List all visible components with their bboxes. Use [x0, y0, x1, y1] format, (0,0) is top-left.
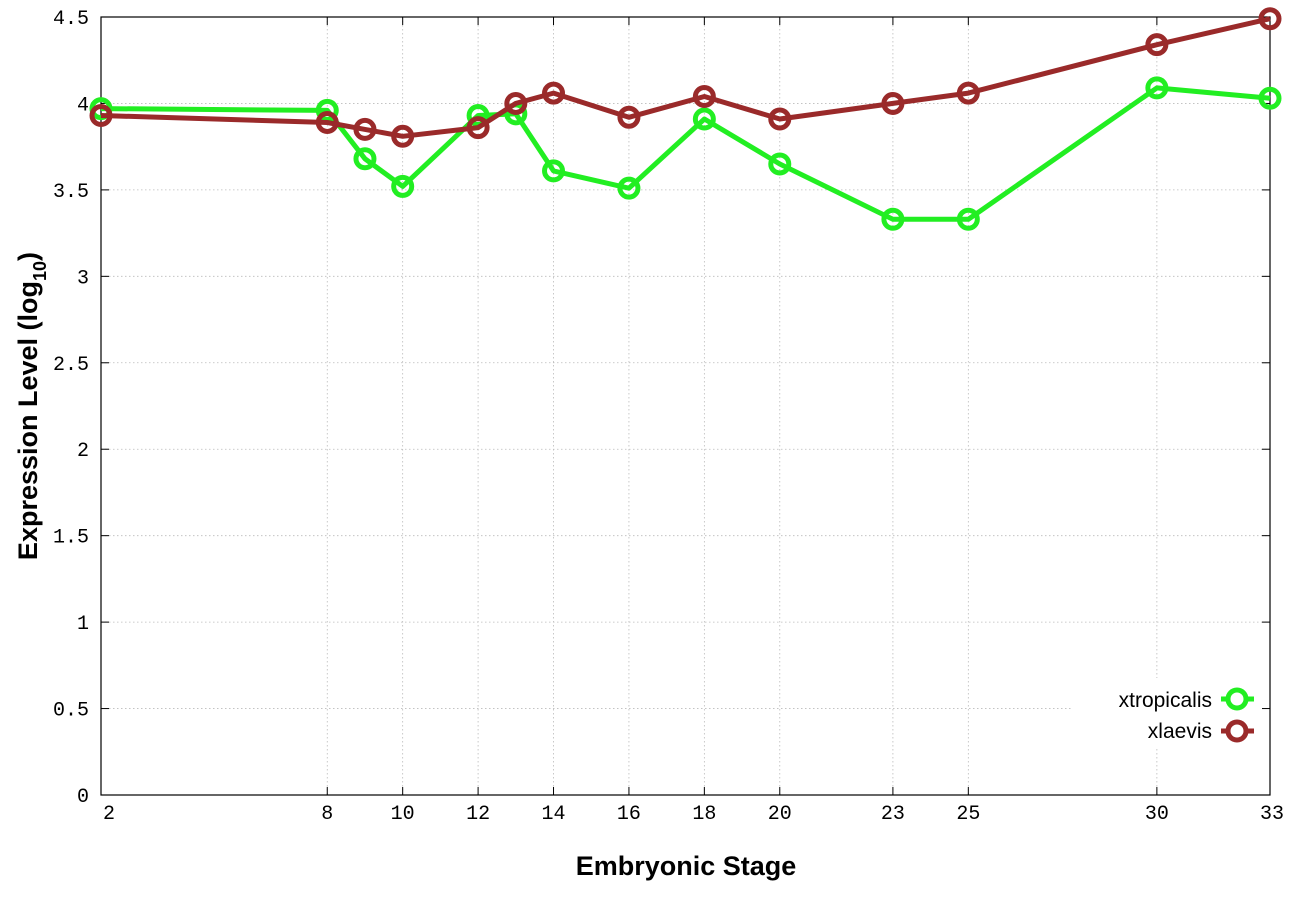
- y-axis-title-subscript: 10: [30, 261, 50, 281]
- legend-swatch-xtropicalis-marker: [1225, 687, 1249, 711]
- data-point-xlaevis: [768, 107, 792, 131]
- data-point-xlaevis: [391, 124, 415, 148]
- series-lines: [89, 7, 1282, 231]
- legend-label-xlaevis: xlaevis: [1148, 720, 1212, 743]
- data-point-xlaevis: [89, 104, 113, 128]
- data-point-xlaevis: [353, 117, 377, 141]
- x-axis-title: Embryonic Stage: [576, 851, 797, 881]
- data-point-xtropicalis: [617, 176, 641, 200]
- y-tick-label: 2.5: [53, 354, 89, 377]
- data-point-xtropicalis: [1145, 76, 1169, 100]
- data-point-xlaevis: [692, 85, 716, 109]
- y-axis-title-main: Expression Level (log: [13, 281, 43, 560]
- x-tick-label: 10: [391, 803, 415, 826]
- data-point-xlaevis: [315, 110, 339, 134]
- data-point-xtropicalis: [956, 207, 980, 231]
- y-tick-label: 4: [77, 94, 89, 117]
- data-point-xtropicalis: [542, 159, 566, 183]
- x-tick-labels: 2 8 10 12 14 16 18 20 23 25 30 33: [103, 803, 1284, 826]
- data-point-xlaevis: [466, 116, 490, 140]
- y-tick-label: 3.5: [53, 181, 89, 204]
- x-tick-label: 12: [466, 803, 490, 826]
- y-tick-label: 1.5: [53, 527, 89, 550]
- data-point-xtropicalis: [315, 98, 339, 122]
- x-tick-label: 8: [321, 803, 333, 826]
- x-tick-label: 18: [692, 803, 716, 826]
- legend-label-xtropicalis: xtropicalis: [1119, 689, 1212, 712]
- y-tick-label: 3: [77, 267, 89, 290]
- data-point-xlaevis: [956, 81, 980, 105]
- x-tick-label: 33: [1260, 803, 1284, 826]
- series-line-xlaevis: [100, 16, 1271, 139]
- y-axis-title: Expression Level (log10): [13, 252, 50, 560]
- y-tick-label: 2: [77, 440, 89, 463]
- plot-frame: [100, 16, 1271, 796]
- x-tick-label: 25: [956, 803, 980, 826]
- data-point-xlaevis: [504, 91, 528, 115]
- y-tick-label: 0.5: [53, 700, 89, 723]
- axis-ticks: [100, 16, 1271, 796]
- x-tick-label: 16: [617, 803, 641, 826]
- data-point-xtropicalis: [768, 152, 792, 176]
- y-tick-labels: 0 0.5 1 1.5 2 2.5 3 3.5 4 4.5: [53, 8, 89, 809]
- data-point-xlaevis: [542, 81, 566, 105]
- x-tick-label: 30: [1145, 803, 1169, 826]
- y-axis-title-suffix: ): [13, 252, 43, 261]
- data-point-xlaevis: [1145, 33, 1169, 57]
- data-point-xlaevis: [881, 91, 905, 115]
- x-tick-label: 2: [103, 803, 115, 826]
- x-tick-label: 14: [542, 803, 566, 826]
- data-point-xtropicalis: [692, 107, 716, 131]
- data-point-xtropicalis: [466, 104, 490, 128]
- data-point-xlaevis: [617, 105, 641, 129]
- data-point-xtropicalis: [391, 174, 415, 198]
- data-point-xtropicalis: [353, 147, 377, 171]
- series-xlaevis: [89, 7, 1282, 148]
- data-point-xtropicalis: [1258, 86, 1282, 110]
- x-tick-label: 20: [768, 803, 792, 826]
- data-point-xlaevis: [1258, 7, 1282, 31]
- series-line-xtropicalis: [100, 85, 1271, 222]
- data-point-xtropicalis: [881, 207, 905, 231]
- y-tick-label: 1: [77, 613, 89, 636]
- y-tick-label: 0: [77, 786, 89, 809]
- legend: xtropicalis xlaevis: [1072, 678, 1262, 748]
- x-tick-label: 23: [881, 803, 905, 826]
- legend-swatch-xlaevis-marker: [1225, 719, 1249, 743]
- y-tick-label: 4.5: [53, 8, 89, 31]
